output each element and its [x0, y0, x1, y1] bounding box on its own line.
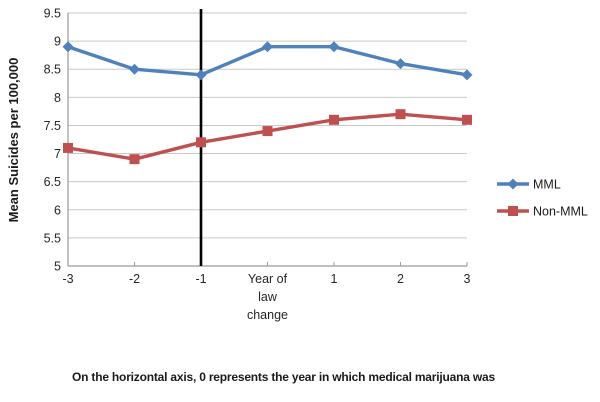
series-line-non-mml [67, 112, 468, 161]
series-non-mml-marker-square [63, 142, 73, 153]
series-mml-marker-diamond [262, 41, 273, 53]
series-mml-marker-diamond [62, 41, 74, 53]
y-tick-label: 9.5 [44, 7, 61, 21]
x-tick-label: law [258, 290, 278, 304]
x-tick-label: 2 [397, 272, 404, 286]
x-tick-label: Year of [248, 272, 288, 286]
x-tick-label: change [247, 308, 288, 322]
caption-line-1: On the horizontal axis, 0 represents the… [72, 370, 495, 384]
series-non-mml-marker-square [129, 154, 140, 165]
x-tick-label: -2 [129, 272, 140, 286]
y-tick-label: 8.5 [44, 63, 61, 77]
x-tick-label: 1 [331, 272, 338, 286]
series-mml-marker-diamond [328, 41, 340, 53]
series-non-mml-marker-square [262, 126, 273, 137]
y-tick-label: 7.5 [44, 119, 61, 133]
series-non-mml-marker-square [329, 114, 339, 125]
y-tick-label: 5 [54, 260, 61, 274]
legend-label-non-mml: Non-MML [533, 205, 588, 219]
y-tick-label: 9 [54, 35, 61, 49]
x-tick-label: 3 [464, 272, 471, 286]
legend-non-mml-marker-square [508, 206, 518, 216]
y-tick-label: 8 [54, 91, 61, 105]
series-non-mml-marker-square [395, 109, 406, 120]
x-tick-label: -3 [62, 272, 73, 286]
line-chart: 9.5 9 8.5 8 7.5 7 6.5 6 5.5 5-3 -2 -1 Year of law chan… [44, 7, 588, 323]
chart-caption: On the horizontal axis, 0 represents the… [72, 331, 495, 402]
y-axis-title: Mean Suicides per 100,000 [6, 57, 21, 223]
series-mml-marker-diamond [395, 58, 406, 70]
series-non-mml-marker-square [462, 114, 472, 125]
y-tick-label: 6.5 [44, 175, 61, 189]
series-mml-marker-diamond [195, 69, 207, 81]
series-mml-marker-diamond [129, 63, 140, 75]
y-tick-label: 7 [54, 147, 61, 161]
legend-mml-marker-diamond [507, 178, 519, 190]
y-tick-label: 6 [54, 203, 61, 217]
series-mml-marker-diamond [461, 69, 473, 81]
legend-label-mml: MML [533, 178, 561, 192]
y-tick-label: 5.5 [44, 231, 61, 245]
x-tick-label: -1 [195, 272, 206, 286]
series-non-mml-marker-square [196, 137, 206, 148]
